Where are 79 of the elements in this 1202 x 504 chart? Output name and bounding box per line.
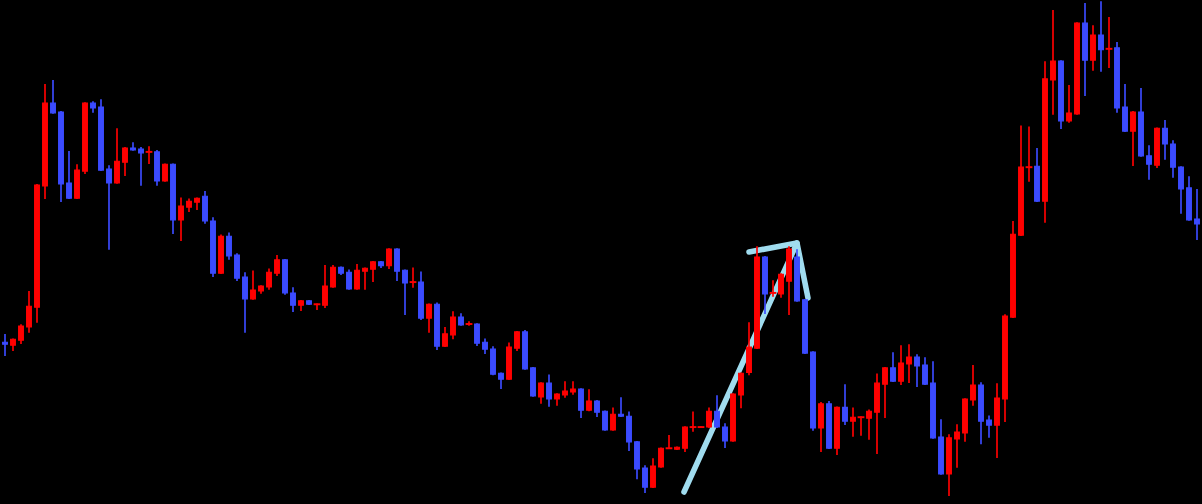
candlestick bbox=[1162, 119, 1168, 160]
candlestick bbox=[706, 407, 712, 428]
candlestick bbox=[145, 146, 153, 165]
candlestick bbox=[409, 267, 417, 288]
candlestick bbox=[922, 357, 928, 385]
candlestick bbox=[898, 345, 904, 385]
candlestick bbox=[274, 255, 280, 277]
candlestick bbox=[890, 352, 896, 383]
candlestick bbox=[986, 415, 992, 438]
candlestick bbox=[1105, 16, 1113, 68]
candlestick bbox=[906, 344, 912, 384]
candlestick bbox=[650, 458, 656, 489]
candlestick bbox=[857, 416, 865, 436]
candlestick bbox=[1025, 126, 1033, 182]
candlestick bbox=[50, 80, 56, 114]
candlestick bbox=[769, 280, 777, 297]
candlestick bbox=[242, 272, 248, 333]
candlestick bbox=[266, 268, 272, 290]
candlestick bbox=[234, 253, 240, 281]
candlestick bbox=[842, 384, 848, 425]
candlestick bbox=[1050, 10, 1056, 115]
candlestick bbox=[354, 263, 360, 290]
candlestick bbox=[313, 303, 321, 311]
candlestick bbox=[178, 197, 184, 241]
candlestick bbox=[122, 147, 128, 176]
candlestick bbox=[1194, 189, 1200, 241]
candlestick bbox=[682, 426, 688, 453]
candlestick bbox=[738, 372, 744, 409]
candlestick bbox=[450, 311, 456, 340]
candlestick bbox=[386, 248, 392, 270]
candlestick bbox=[586, 389, 592, 412]
candlestick bbox=[346, 269, 352, 290]
candlestick bbox=[689, 411, 697, 432]
candlestick bbox=[106, 165, 112, 250]
candlestick bbox=[1130, 111, 1136, 167]
candlestick bbox=[658, 447, 664, 468]
candlestick bbox=[642, 465, 648, 493]
candlestick bbox=[970, 365, 976, 406]
candlestick bbox=[914, 354, 920, 387]
candlestick bbox=[66, 151, 72, 200]
candlestick bbox=[602, 410, 608, 431]
candlestick bbox=[578, 388, 584, 419]
candlestick bbox=[26, 291, 32, 333]
candlestick bbox=[290, 287, 296, 313]
candlestick bbox=[1098, 1, 1104, 72]
candlestick bbox=[322, 264, 328, 309]
candlestick bbox=[18, 324, 24, 345]
candlestick bbox=[114, 128, 120, 184]
candlestick bbox=[226, 232, 232, 260]
candlestick bbox=[850, 407, 856, 437]
candlestick bbox=[474, 323, 480, 347]
candlestick bbox=[778, 273, 784, 298]
candlestick bbox=[442, 327, 448, 348]
candlestick bbox=[570, 381, 576, 395]
candlestick bbox=[665, 435, 673, 450]
candlestick bbox=[465, 321, 473, 326]
candlestick bbox=[538, 382, 544, 404]
candlestick bbox=[394, 248, 400, 281]
candlestick bbox=[250, 270, 256, 300]
candlestick bbox=[138, 147, 144, 186]
candlestick bbox=[1170, 140, 1176, 178]
candlestick bbox=[1146, 145, 1152, 180]
candlestick bbox=[330, 264, 336, 288]
candlestick bbox=[610, 407, 616, 431]
candlestick bbox=[714, 395, 720, 428]
candlestick bbox=[618, 397, 624, 418]
candlestick bbox=[362, 267, 368, 290]
candlestick bbox=[866, 409, 872, 440]
candlestick bbox=[1066, 84, 1072, 123]
candlestick bbox=[2, 334, 8, 356]
candlestick bbox=[882, 367, 888, 419]
candlestick bbox=[954, 424, 960, 468]
candlestick bbox=[426, 303, 432, 333]
candlestick bbox=[402, 269, 408, 315]
candlestick bbox=[1178, 166, 1184, 214]
candlestick bbox=[722, 423, 728, 449]
candlestick bbox=[546, 374, 552, 407]
candlestick bbox=[370, 261, 376, 282]
candlestick bbox=[514, 331, 520, 351]
